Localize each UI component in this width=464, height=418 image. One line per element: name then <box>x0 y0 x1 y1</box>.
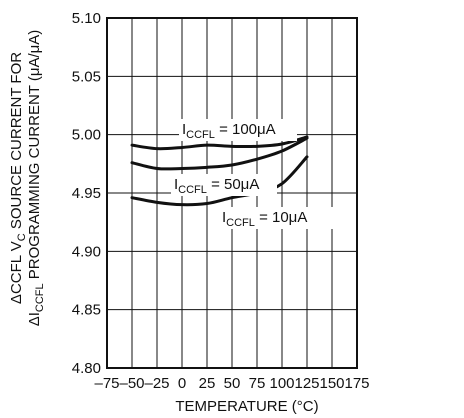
y-title-line1-suffix: SOURCE CURRENT FOR <box>8 52 25 234</box>
y-title-line2-suffix: PROGRAMMING CURRENT (μA/μA) <box>26 30 43 284</box>
y-tick-label: 4.85 <box>72 302 101 319</box>
x-tick-label: 75 <box>249 375 266 392</box>
x-tick-label: –50 <box>119 375 144 392</box>
series-label-sub: CCFL <box>186 129 215 141</box>
y-title-line2-sub: CCFL <box>34 283 46 312</box>
series-line-2 <box>130 155 309 207</box>
x-tick-label: 25 <box>199 375 216 392</box>
series-label-0: ICCFL = 100μA <box>182 121 276 141</box>
x-tick-label: 150 <box>319 375 344 392</box>
y-tick-label: 4.80 <box>72 360 101 377</box>
series-label-background <box>171 174 277 196</box>
y-tick-label: 5.00 <box>72 127 101 144</box>
series-lines <box>130 135 309 207</box>
series-label-prefix: I <box>182 121 186 138</box>
series-label-sub: CCFL <box>226 217 255 229</box>
series-label-sub: CCFL <box>178 184 207 196</box>
y-axis-title-line1: ΔCCFL VC SOURCE CURRENT FOR <box>8 52 28 304</box>
x-axis-title: TEMPERATURE (°C) <box>175 398 318 415</box>
x-tick-label: –25 <box>144 375 169 392</box>
x-tick-label: –75 <box>94 375 119 392</box>
y-tick-label: 5.10 <box>72 10 101 27</box>
y-axis-title-line2: ΔICCFL PROGRAMMING CURRENT (μA/μA) <box>26 30 46 327</box>
series-label-suffix: = 50μA <box>207 176 259 193</box>
series-label-1: ICCFL = 50μA <box>174 176 259 196</box>
y-title-line1-sub: C <box>16 233 28 241</box>
series-label-prefix: I <box>222 209 226 226</box>
y-axis-title: ΔCCFL VC SOURCE CURRENT FOR ΔICCFL PROGR… <box>8 30 46 327</box>
series-label-background <box>219 207 337 229</box>
x-tick-label: 0 <box>178 375 186 392</box>
y-tick-label: 4.95 <box>72 185 101 202</box>
y-tick-label: 5.05 <box>72 68 101 85</box>
series-label-prefix: I <box>174 176 178 193</box>
x-tick-label: 100 <box>269 375 294 392</box>
x-tick-label: 50 <box>224 375 241 392</box>
series-label-2: ICCFL = 10μA <box>222 209 307 229</box>
y-title-line2-prefix: ΔI <box>26 312 43 326</box>
x-tick-label: 125 <box>294 375 319 392</box>
series-line-1 <box>130 136 309 171</box>
tick-labels: –75 –50 –25 0 25 50 75 100 125 150 175 4.80 4.85 4.90… <box>72 10 370 392</box>
series-label-suffix: = 10μA <box>255 209 307 226</box>
y-title-line1-prefix: ΔCCFL V <box>8 241 25 304</box>
x-tick-label: 175 <box>344 375 369 392</box>
series-label-background <box>179 119 297 141</box>
series-line-0 <box>130 135 309 151</box>
plot-frame <box>106 17 358 369</box>
series-label-suffix: = 100μA <box>215 121 276 138</box>
y-tick-label: 4.90 <box>72 243 101 260</box>
